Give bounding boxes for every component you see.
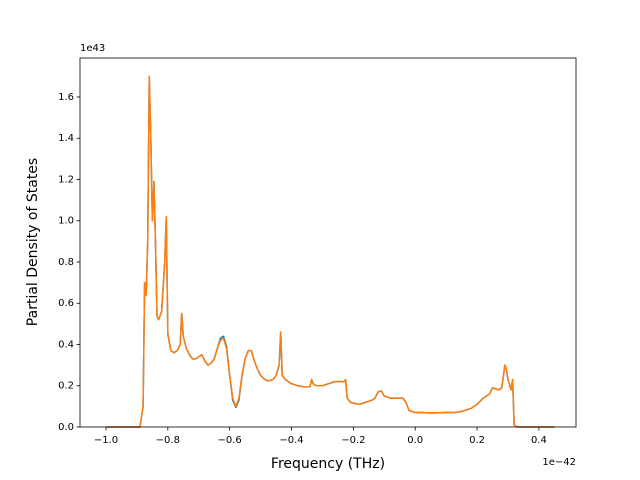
line-series — [105, 75, 555, 428]
x-tick-label: 0.2 — [469, 435, 485, 446]
x-tick-label: −0.8 — [156, 435, 180, 446]
line-series — [105, 75, 555, 428]
y-tick-label: 0.8 — [58, 257, 74, 268]
y-tick-label: 0.0 — [58, 422, 74, 433]
x-tick-label: −0.4 — [279, 435, 303, 446]
y-axis-label: Partial Density of States — [25, 158, 41, 326]
y-tick-label: 1.0 — [58, 216, 74, 227]
x-axis-label: Frequency (THz) — [271, 456, 385, 472]
x-tick-label: −0.6 — [218, 435, 242, 446]
y-tick-label: 1.2 — [58, 174, 74, 185]
y-tick-label: 0.2 — [58, 381, 74, 392]
y-tick-label: 1.6 — [58, 92, 74, 103]
x-offset-text: 1e−42 — [542, 457, 576, 468]
y-tick-label: 0.6 — [58, 298, 74, 309]
y-offset-text: 1e43 — [80, 43, 105, 54]
y-tick-label: 1.4 — [58, 133, 74, 144]
x-tick-label: −1.0 — [94, 435, 118, 446]
y-tick-label: 0.4 — [58, 339, 74, 350]
x-tick-label: 0.0 — [407, 435, 423, 446]
plot-frame — [79, 57, 577, 428]
x-tick-label: −0.2 — [341, 435, 365, 446]
x-tick-label: 0.4 — [531, 435, 547, 446]
